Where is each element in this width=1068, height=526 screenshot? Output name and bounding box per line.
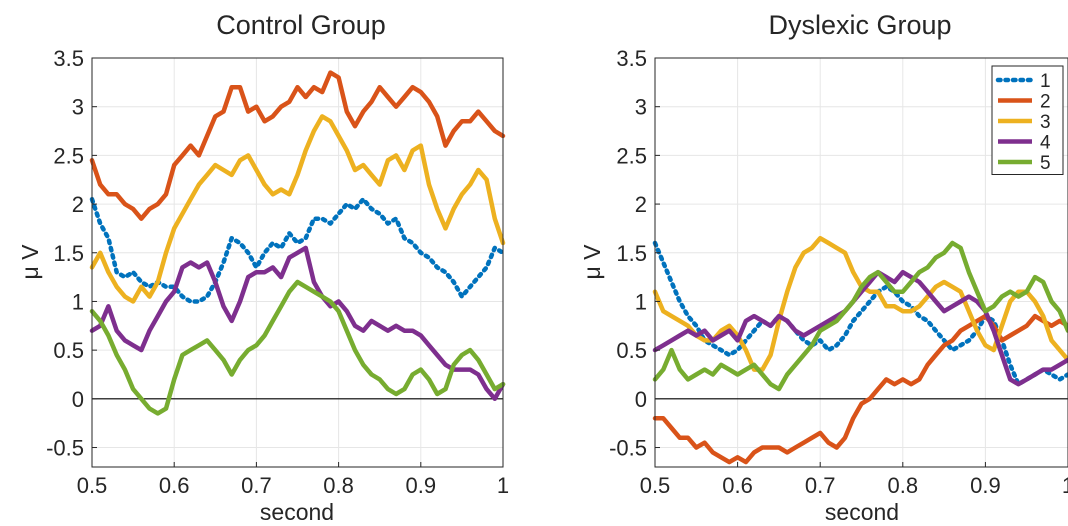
- control-group-series: [89, 70, 506, 416]
- control-group-xtick-label: 0.5: [77, 473, 108, 498]
- control-group-xtick-label: 1: [497, 473, 509, 498]
- control-group-series-1-line: [89, 196, 506, 304]
- dyslexic-group-legend-label-4: 4: [1040, 133, 1051, 154]
- control-group-xtick-label: 0.7: [241, 473, 272, 498]
- dyslexic-group-axes-box: [654, 57, 1068, 468]
- control-group-title: Control Group: [216, 10, 386, 40]
- control-group-panel: Control Group 0.5 0.6 0.7 0.8 0.9 1 -0.5 0 0.5 1 1…: [17, 10, 509, 525]
- control-group-xtick-label: 0.6: [159, 473, 190, 498]
- dyslexic-group-series-5-line: [652, 240, 1068, 392]
- dyslexic-group-xtick-label: 0.9: [970, 473, 1001, 498]
- control-group-series-4-line: [89, 245, 506, 402]
- dyslexic-group-xtick-label: 0.6: [722, 473, 753, 498]
- control-group-ytick-label: 2: [72, 192, 84, 217]
- control-group-ytick-label: 3.5: [53, 46, 84, 71]
- dyslexic-group-ticks: 0.5 0.6 0.7 0.8 0.9 1 -0.5 0 0.5 1 1.5 2 2.5 3 3.5: [609, 46, 1068, 498]
- dyslexic-group-ytick-label: 1.5: [616, 241, 647, 266]
- dyslexic-group-xlabel: second: [825, 499, 899, 525]
- control-group-axes-box: [91, 57, 504, 468]
- control-group-ylabel: μ V: [17, 244, 43, 280]
- dyslexic-group-legend-label-1: 1: [1040, 71, 1051, 92]
- control-group-ytick-label: 0: [72, 387, 84, 412]
- dyslexic-group-series-4-line: [652, 269, 1068, 387]
- control-group-ytick-label: 1.5: [53, 241, 84, 266]
- dyslexic-group-ytick-label: 3: [635, 95, 647, 120]
- control-group-ytick-label: 3: [72, 95, 84, 120]
- control-group-ytick-label: -0.5: [46, 436, 84, 461]
- dyslexic-group-ytick-label: 3.5: [616, 46, 647, 71]
- dyslexic-group-panel: Dyslexic Group 0.5 0.6 0.7 0.8 0.9 1 -0.5 0 0.5 1…: [579, 10, 1068, 525]
- dyslexic-group-legend-label-5: 5: [1040, 153, 1051, 174]
- control-group-ticks: 0.5 0.6 0.7 0.8 0.9 1 -0.5 0 0.5 1 1.5 2 2.5 3 3.5: [46, 46, 509, 498]
- dyslexic-group-legend-label-2: 2: [1040, 92, 1051, 113]
- dyslexic-group-ylabel: μ V: [579, 244, 605, 280]
- control-group-xtick-label: 0.8: [323, 473, 354, 498]
- dyslexic-group-xtick-label: 0.8: [888, 473, 919, 498]
- control-group-xtick-label: 0.9: [406, 473, 437, 498]
- control-group-series-5-line: [89, 279, 506, 416]
- control-group-xlabel: second: [260, 499, 334, 525]
- control-group-ytick-label: 2.5: [53, 143, 84, 168]
- dyslexic-group-xtick-label: 0.5: [640, 473, 671, 498]
- control-group-series-2-line: [89, 70, 506, 221]
- dyslexic-group-ytick-label: 0: [635, 387, 647, 412]
- dyslexic-group-ytick-label: 0.5: [616, 338, 647, 363]
- dyslexic-group-legend-label-3: 3: [1040, 112, 1051, 133]
- control-group-ytick-label: 0.5: [53, 338, 84, 363]
- dyslexic-group-ytick-label: 1: [635, 289, 647, 314]
- control-group-series-3-line: [89, 114, 506, 304]
- dyslexic-group-title: Dyslexic Group: [768, 10, 951, 40]
- control-group-grid: [91, 57, 504, 467]
- dyslexic-group-ytick-label: 2: [635, 192, 647, 217]
- dyslexic-group-xtick-label: 1: [1062, 473, 1068, 498]
- control-group-ytick-label: 1: [72, 289, 84, 314]
- dyslexic-group-ytick-label: -0.5: [609, 436, 647, 461]
- dyslexic-group-xtick-label: 0.7: [805, 473, 836, 498]
- dyslexic-group-ytick-label: 2.5: [616, 143, 647, 168]
- dyslexic-group-series: [652, 235, 1068, 465]
